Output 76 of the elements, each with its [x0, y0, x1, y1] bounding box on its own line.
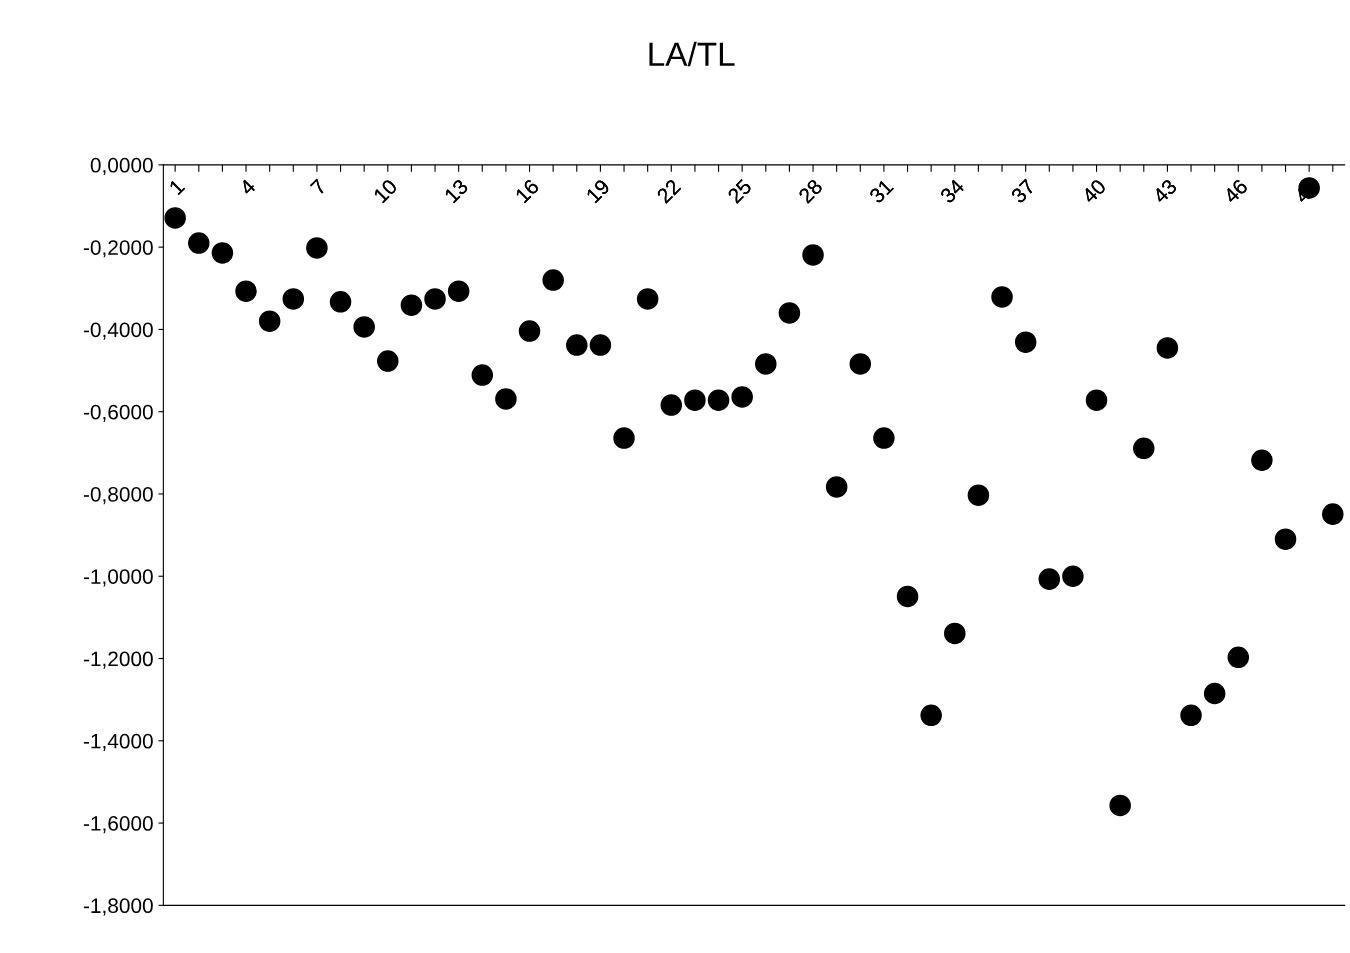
point [211, 242, 234, 264]
y-tick-label: -1,2000 [83, 651, 153, 669]
point [873, 427, 895, 449]
x-tick-label: 4 [238, 178, 257, 196]
point [377, 350, 399, 372]
point [896, 585, 919, 608]
x-tick-label: 25 [726, 178, 753, 204]
point [1274, 528, 1297, 550]
point [967, 484, 990, 506]
point [495, 388, 517, 410]
x-tick-label: 13 [443, 178, 469, 204]
point [920, 704, 942, 727]
point [1322, 503, 1344, 525]
point [684, 389, 706, 411]
point [447, 280, 470, 302]
point [424, 288, 446, 310]
point [306, 237, 328, 259]
x-tick-label: 43 [1151, 178, 1178, 205]
point [188, 232, 210, 254]
point [471, 364, 494, 386]
x-tick-label: 10 [372, 178, 399, 204]
point [235, 280, 257, 302]
y-tick-label: -0,8000 [83, 486, 153, 505]
x-tick-label: 19 [585, 178, 611, 204]
point [1085, 389, 1108, 411]
y-tick-label: -1,4000 [83, 733, 153, 752]
point [566, 334, 588, 356]
point [353, 316, 375, 338]
point [1014, 331, 1037, 353]
y-tick-label: -1,6000 [83, 816, 153, 834]
x-tick-label: 7 [310, 178, 327, 196]
point [849, 353, 872, 375]
x-tick-label: 34 [939, 178, 966, 205]
chart-title: LA/TL [649, 41, 735, 67]
point [1227, 646, 1250, 669]
point [802, 244, 824, 266]
point [825, 476, 848, 498]
point [1062, 565, 1084, 588]
point [778, 302, 801, 324]
x-tick-label: 31 [868, 178, 895, 205]
point [991, 286, 1013, 308]
point [589, 334, 612, 356]
x-tick-label: 1 [168, 178, 186, 196]
x-tick-label: 40 [1080, 178, 1107, 205]
y-tick-label: -0,2000 [83, 240, 153, 258]
point [1251, 449, 1273, 471]
y-tick-label: -0,4000 [83, 322, 153, 340]
y-tick-label: -1,0000 [83, 569, 153, 587]
point [944, 622, 966, 645]
point [636, 288, 659, 310]
point [518, 320, 541, 342]
point [282, 288, 305, 310]
x-tick-label: 46 [1222, 178, 1249, 205]
point [400, 294, 423, 316]
point [329, 291, 352, 313]
point [660, 394, 683, 416]
point [258, 310, 281, 332]
point [1038, 568, 1061, 590]
x-tick-label: 28 [797, 178, 824, 204]
point [1133, 437, 1155, 460]
point [1156, 337, 1179, 359]
point [542, 269, 564, 291]
x-tick-label: 22 [656, 178, 682, 204]
point [164, 207, 186, 229]
x-tick-label: 16 [514, 178, 540, 204]
point [1180, 704, 1202, 727]
point [731, 386, 753, 408]
point [1203, 682, 1226, 705]
point [613, 427, 635, 449]
y-tick-label: -0,6000 [83, 404, 153, 422]
y-tick-label: -1,8000 [83, 898, 153, 916]
point [1109, 794, 1131, 817]
point [707, 389, 730, 411]
point [755, 353, 777, 375]
y-tick-label: 0,0000 [90, 157, 153, 176]
x-tick-label: 37 [1010, 178, 1036, 205]
